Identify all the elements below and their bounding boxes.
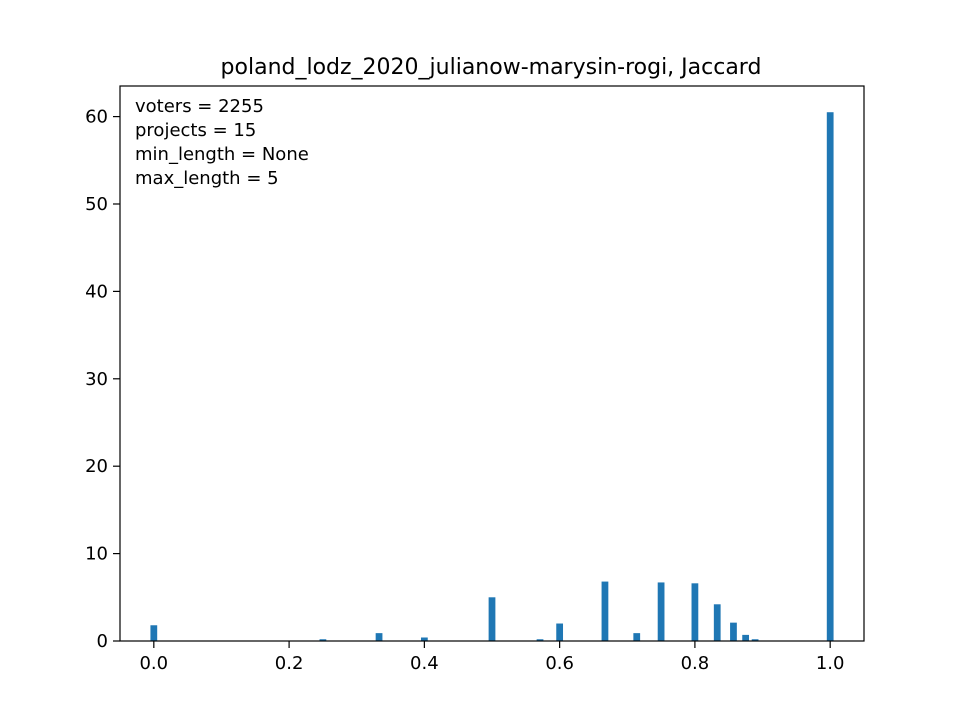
annotation-line: max_length = 5 — [135, 168, 279, 189]
y-axis: 0 10 20 30 40 50 60 — [85, 107, 120, 652]
y-tick-label: 40 — [85, 281, 108, 302]
histogram-bar — [742, 634, 750, 641]
histogram-bar — [751, 639, 759, 641]
x-tick-label: 0.0 — [139, 653, 168, 674]
histogram-bar — [488, 597, 496, 641]
x-tick-label: 0.2 — [275, 653, 304, 674]
histogram-bar — [713, 604, 721, 641]
y-tick-label: 10 — [85, 544, 108, 565]
histogram-bar — [826, 112, 834, 642]
y-tick-label: 20 — [85, 456, 108, 477]
x-tick-label: 0.4 — [410, 653, 439, 674]
y-tick-label: 60 — [85, 107, 108, 128]
chart-title: poland_lodz_2020_julianow-marysin-rogi, … — [221, 55, 762, 80]
histogram-bar — [691, 583, 699, 641]
histogram-bar — [420, 637, 428, 641]
histogram-bar — [319, 639, 327, 641]
plot-frame — [119, 85, 865, 642]
histogram-bar — [150, 625, 158, 641]
histogram-bar — [556, 623, 564, 641]
histogram-bar — [633, 633, 641, 641]
annotation-line: voters = 2255 — [135, 96, 264, 117]
histogram-bar — [601, 581, 609, 641]
x-tick-label: 1.0 — [816, 653, 845, 674]
x-axis: 0.0 0.2 0.4 0.6 0.8 1.0 — [139, 641, 845, 674]
y-tick-label: 0 — [97, 631, 108, 652]
stats-annotation: voters = 2255 projects = 15 min_length = N… — [135, 96, 309, 189]
bars-layer — [150, 112, 834, 642]
histogram-bar — [657, 582, 665, 641]
y-tick-label: 30 — [85, 369, 108, 390]
histogram-bar — [536, 639, 544, 641]
histogram-bar — [375, 633, 383, 641]
annotation-line: min_length = None — [135, 144, 309, 165]
annotation-line: projects = 15 — [135, 120, 256, 141]
x-tick-label: 0.8 — [681, 653, 710, 674]
histogram-bar — [730, 622, 737, 641]
y-tick-label: 50 — [85, 194, 108, 215]
x-tick-label: 0.6 — [545, 653, 574, 674]
